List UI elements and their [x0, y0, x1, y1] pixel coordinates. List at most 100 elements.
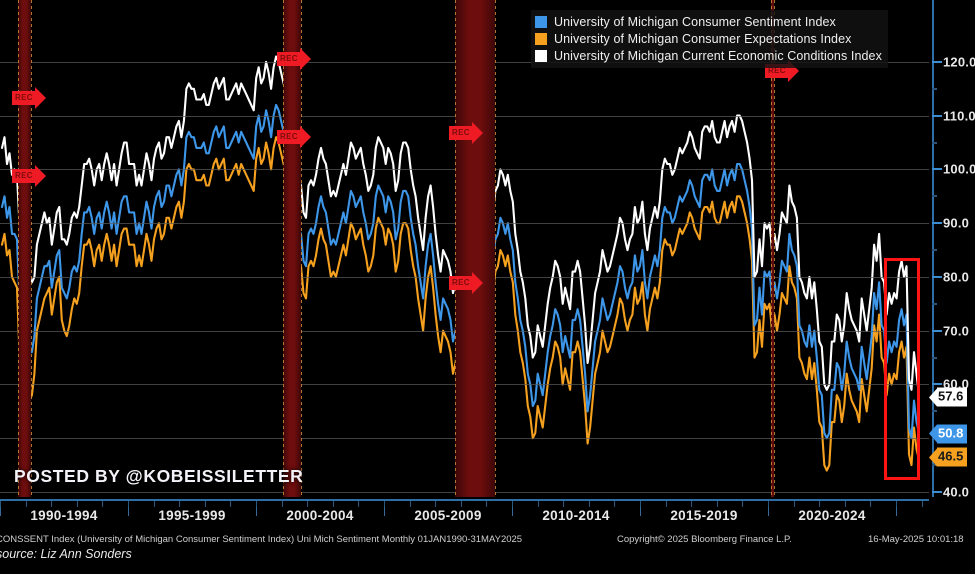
x-axis-tick: [512, 501, 513, 507]
legend-label: University of Michigan Current Economic …: [554, 48, 882, 63]
y-axis-tick-minor: [932, 302, 937, 305]
x-axis-tick: [128, 501, 129, 507]
x-axis-tick: [538, 501, 539, 507]
y-axis-tick: [932, 60, 942, 63]
y-axis-tick-minor: [932, 249, 937, 252]
y-axis-tick-minor: [932, 141, 937, 144]
x-axis-tick: [410, 501, 411, 507]
y-axis-label: 70.0: [943, 323, 970, 339]
x-axis-tick: [870, 501, 871, 507]
y-axis-tick: [932, 114, 942, 117]
x-axis-tick: [256, 501, 257, 507]
y-axis-tick: [932, 329, 942, 332]
y-axis-line: [932, 0, 934, 497]
watermark-text: POSTED BY @KOBEISSILETTER: [14, 466, 304, 486]
x-axis-tick: [282, 501, 283, 507]
x-axis-label: 2000-2004: [286, 508, 354, 523]
recession-marker-tip: [471, 272, 483, 294]
y-axis-label: 90.0: [943, 215, 970, 231]
value-tag-label: 50.8: [937, 424, 968, 444]
recession-marker-tip: [787, 60, 799, 82]
recession-marker: REC: [277, 48, 311, 70]
value-tag-pointer: [929, 388, 937, 407]
recession-marker: REC: [12, 165, 46, 187]
x-axis-tick-major: [640, 501, 641, 516]
value-tag-expectations: 46.5: [929, 447, 968, 467]
x-axis-tick: [461, 501, 462, 507]
y-axis-label: 80.0: [943, 269, 970, 285]
x-axis-tick: [794, 501, 795, 507]
y-axis-tick: [932, 168, 942, 171]
recession-marker-tip: [299, 48, 311, 70]
x-axis-tick: [589, 501, 590, 507]
x-axis-tick-major: [384, 501, 385, 516]
legend-item-current[interactable]: University of Michigan Current Economic …: [535, 47, 882, 64]
recession-band-edge: [301, 0, 302, 497]
x-axis-tick: [51, 501, 52, 507]
x-axis-tick: [845, 501, 846, 507]
recession-marker: REC: [12, 87, 46, 109]
x-axis-tick: [205, 501, 206, 507]
legend-item-sentiment[interactable]: University of Michigan Consumer Sentimen…: [535, 13, 882, 30]
x-axis-tick: [666, 501, 667, 507]
highlight-box: [884, 258, 920, 480]
x-axis-tick-major: [512, 501, 513, 516]
x-axis-tick-major: [0, 501, 1, 516]
x-axis-tick: [486, 501, 487, 507]
recession-marker-tip: [299, 126, 311, 148]
y-axis-label: 40.0: [943, 484, 970, 500]
value-tag-sentiment: 50.8: [929, 424, 968, 444]
y-axis-tick-minor: [932, 87, 937, 90]
x-axis-tick: [691, 501, 692, 507]
recession-band: [283, 0, 301, 497]
x-axis-tick-major: [128, 501, 129, 516]
value-tag-current: 57.6: [929, 387, 968, 407]
x-axis-tick: [102, 501, 103, 507]
y-axis-label: 120.0: [943, 54, 975, 70]
recession-marker: REC: [449, 122, 483, 144]
recession-marker-tip: [34, 87, 46, 109]
x-axis-label: 2005-2009: [414, 508, 482, 523]
x-axis-label: 1990-1994: [30, 508, 98, 523]
x-axis-tick: [742, 501, 743, 507]
x-axis: 1990-1994 1995-1999 2000-2004 2005-2009 2010…: [0, 497, 929, 531]
y-axis-tick: [932, 491, 942, 493]
x-axis-tick: [435, 501, 436, 507]
x-axis-tick: [896, 501, 897, 507]
value-tag-label: 57.6: [937, 387, 968, 407]
recession-band-edge: [774, 0, 775, 497]
y-axis-tick: [932, 383, 942, 386]
y-axis-tick: [932, 275, 942, 278]
x-axis-label: 2020-2024: [798, 508, 866, 523]
legend-item-expectations[interactable]: University of Michigan Consumer Expectat…: [535, 30, 882, 47]
recession-band: [18, 0, 31, 497]
x-axis-tick: [154, 501, 155, 507]
x-axis-tick-major: [256, 501, 257, 516]
x-axis-tick: [230, 501, 231, 507]
chart-plot-area[interactable]: REC REC REC REC REC REC REC: [0, 0, 929, 497]
recession-marker: REC: [449, 272, 483, 294]
recession-marker: REC: [277, 126, 311, 148]
legend-swatch-sentiment: [535, 15, 547, 28]
recession-marker-label: REC: [449, 126, 472, 140]
x-axis-label: 2010-2014: [542, 508, 610, 523]
x-axis-tick: [0, 501, 1, 507]
x-axis-tick: [819, 501, 820, 507]
x-axis-tick: [563, 501, 564, 507]
recession-band-edge: [495, 0, 496, 497]
x-axis-tick: [179, 501, 180, 507]
y-axis-tick-minor: [932, 195, 937, 198]
x-axis-line: [0, 499, 929, 501]
recession-marker-label: REC: [277, 130, 300, 144]
y-axis-tick: [932, 222, 942, 225]
footer-copyright: Copyright© 2025 Bloomberg Finance L.P.: [617, 534, 792, 545]
recession-marker-label: REC: [449, 276, 472, 290]
y-axis: 120.0 110.0 100.0 90.0 80.0 70.0 60.0 40.0 57.6 5…: [929, 0, 975, 500]
y-axis-tick-minor: [932, 356, 937, 359]
value-tag-label: 46.5: [937, 447, 968, 467]
recession-marker-tip: [34, 165, 46, 187]
x-axis-tick: [717, 501, 718, 507]
recession-band-edge: [283, 0, 284, 497]
legend-swatch-expectations: [535, 32, 547, 45]
